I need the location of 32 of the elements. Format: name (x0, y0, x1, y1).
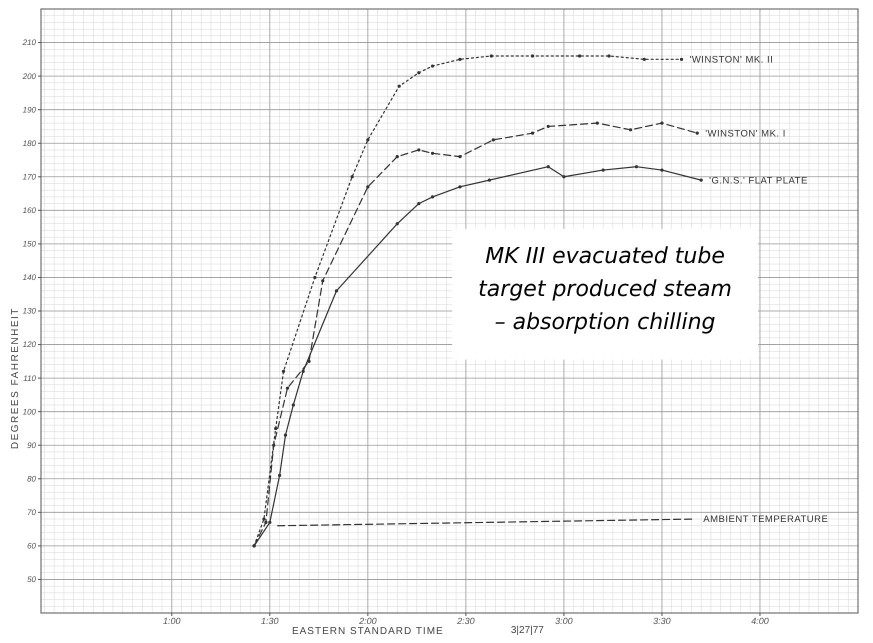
y-tick-label: 200 (22, 72, 37, 81)
x-tick-label: 3:00 (555, 616, 573, 626)
y-axis-title: DEGREES FAHRENHEIT (10, 307, 21, 450)
x-tick-label: 1:30 (261, 616, 279, 626)
y-tick-label: 60 (27, 542, 37, 551)
y-tick-label: 190 (22, 105, 37, 114)
series-label: 'G.N.S.' FLAT PLATE (709, 175, 808, 186)
y-tick-label: 130 (22, 306, 37, 316)
x-tick-label: 1:00 (163, 616, 181, 626)
y-tick-label: 70 (27, 508, 37, 517)
x-tick-label: 2:30 (456, 616, 475, 626)
y-tick-label: 90 (27, 440, 37, 450)
x-tick-label: 2:00 (358, 616, 377, 626)
x-axis-title: EASTERN STANDARD TIME (292, 626, 444, 637)
x-tick-label: 3:30 (653, 616, 671, 626)
series-label: 'WINSTON' MK. II (690, 54, 774, 66)
series-label: AMBIENT TEMPERATURE (703, 514, 828, 526)
y-tick-label: 120 (22, 340, 37, 350)
text: 3|27|77 (510, 625, 544, 636)
y-tick-label: 210 (22, 38, 37, 48)
y-tick-label: 180 (22, 138, 37, 148)
y-tick-label: 140 (22, 273, 37, 282)
y-tick-label: 50 (27, 575, 37, 584)
y-tick-label: 110 (23, 374, 37, 383)
y-tick-label: 170 (22, 172, 37, 182)
y-tick-label: 150 (22, 240, 37, 249)
annotation: MK III evacuated tube target produced steam – absorption chilling (478, 244, 732, 335)
y-tick-label: 160 (22, 206, 37, 215)
y-tick-label: 80 (27, 474, 37, 484)
y-tick-label: 100 (22, 407, 37, 416)
x-tick-label: 4:00 (751, 616, 769, 626)
series-label: 'WINSTON' MK. I (705, 128, 786, 140)
